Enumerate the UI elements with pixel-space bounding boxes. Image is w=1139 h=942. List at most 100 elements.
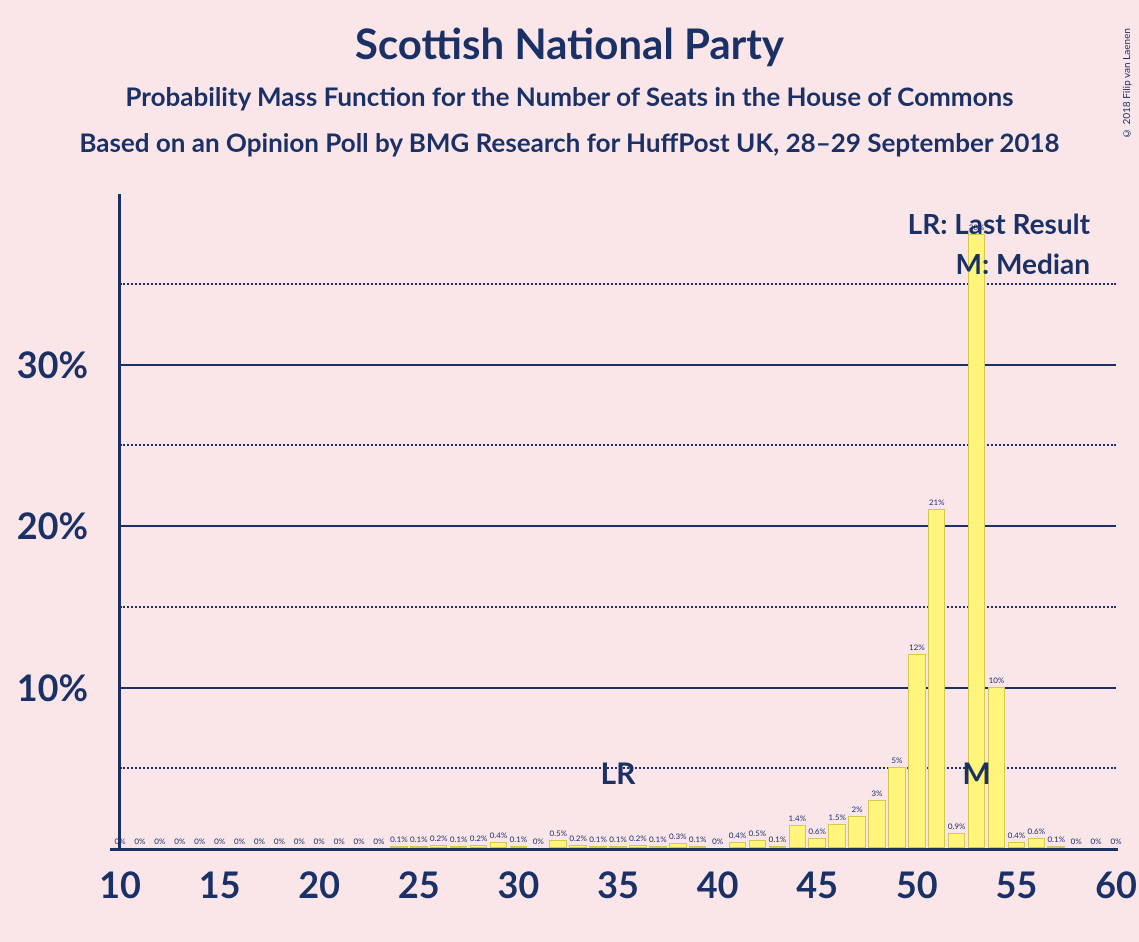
bar	[549, 840, 567, 848]
bar-value-label: 21%	[929, 497, 945, 507]
bar-value-label: 0%	[254, 836, 265, 846]
gridline-major	[120, 364, 1116, 366]
bar	[1008, 842, 1026, 848]
x-tick-label: 55	[996, 862, 1038, 906]
bar-value-label: 0.3%	[669, 831, 687, 841]
bar-value-label: 0.1%	[649, 834, 667, 844]
bar-value-label: 0%	[1071, 836, 1082, 846]
x-tick-label: 50	[896, 862, 938, 906]
bar-value-label: 0.1%	[769, 834, 787, 844]
bar	[828, 824, 846, 848]
bar	[769, 846, 787, 848]
bar-value-label: 0%	[194, 836, 205, 846]
bar-value-label: 0%	[314, 836, 325, 846]
bar-value-label: 0%	[214, 836, 225, 846]
bar-value-label: 0%	[134, 836, 145, 846]
bar-value-label: 0.2%	[629, 833, 647, 843]
y-axis-line	[118, 194, 121, 848]
bar	[450, 846, 468, 848]
bar	[649, 846, 667, 848]
x-tick-label: 15	[199, 862, 241, 906]
bar-value-label: 0%	[274, 836, 285, 846]
gridline-minor	[120, 283, 1116, 285]
bar	[490, 842, 508, 848]
y-tick-label: 20%	[0, 503, 88, 547]
bar-value-label: 0.1%	[410, 834, 428, 844]
bar	[948, 833, 966, 848]
chart-subtitle-1: Probability Mass Function for the Number…	[0, 80, 1139, 112]
bar-value-label: 0%	[154, 836, 165, 846]
bar-value-label: 5%	[891, 755, 902, 765]
chart-title: Scottish National Party	[0, 18, 1139, 68]
bar-value-label: 0%	[334, 836, 345, 846]
bar-value-label: 0.5%	[749, 828, 767, 838]
bar-value-label: 0%	[373, 836, 384, 846]
bar	[430, 845, 448, 848]
marker-m: M	[962, 755, 990, 791]
bar-value-label: 0%	[712, 836, 723, 846]
bar-value-label: 0%	[1091, 836, 1102, 846]
bar	[589, 846, 607, 848]
bar-value-label: 0.1%	[1047, 834, 1065, 844]
bar	[689, 846, 707, 848]
bar	[410, 846, 428, 848]
gridline-major	[120, 687, 1116, 689]
bar-value-label: 3%	[871, 788, 882, 798]
bar-value-label: 0.2%	[430, 833, 448, 843]
bar	[569, 845, 587, 848]
legend-last-result: LR: Last Result	[908, 206, 1090, 240]
bar-value-label: 0%	[354, 836, 365, 846]
gridline-minor	[120, 444, 1116, 446]
bar-value-label: 0.6%	[808, 826, 826, 836]
bar-value-label: 0.6%	[1028, 826, 1046, 836]
bar-value-label: 0%	[114, 836, 125, 846]
bar-value-label: 0.4%	[1008, 830, 1026, 840]
bar	[1047, 846, 1065, 848]
x-tick-label: 10	[99, 862, 141, 906]
x-axis-line	[110, 848, 1118, 851]
bar	[729, 842, 747, 848]
bar	[808, 838, 826, 848]
chart-plot-area: 0%0%0%0%0%0%0%0%0%0%0%0%0%0%0.1%0.1%0.2%…	[118, 202, 1118, 850]
bar-value-label: 2%	[852, 804, 863, 814]
bar-value-label: 0.4%	[490, 830, 508, 840]
y-tick-label: 30%	[0, 342, 88, 386]
bar-value-label: 0.1%	[510, 834, 528, 844]
bar-value-label: 0.2%	[470, 833, 488, 843]
x-tick-label: 20	[298, 862, 340, 906]
bar	[749, 840, 767, 848]
gridline-minor	[120, 606, 1116, 608]
x-tick-label: 35	[597, 862, 639, 906]
bar	[1028, 838, 1046, 848]
copyright-text: © 2018 Filip van Laenen	[1121, 28, 1133, 139]
bar	[848, 816, 866, 848]
bar	[390, 846, 408, 848]
bar	[669, 843, 687, 848]
bar	[609, 846, 627, 848]
bar	[629, 845, 647, 848]
bar-value-label: 0.1%	[609, 834, 627, 844]
bar-value-label: 0.5%	[549, 828, 567, 838]
x-tick-label: 30	[498, 862, 540, 906]
marker-lr: LR	[601, 755, 636, 791]
y-tick-label: 10%	[0, 665, 88, 709]
bar-value-label: 0.1%	[390, 834, 408, 844]
x-tick-label: 40	[697, 862, 739, 906]
bar-value-label: 0%	[533, 836, 544, 846]
bar	[510, 846, 528, 848]
bar-value-label: 0.2%	[569, 833, 587, 843]
bar-value-label: 0.1%	[589, 834, 607, 844]
bar	[888, 767, 906, 848]
chart-subtitle-2: Based on an Opinion Poll by BMG Research…	[0, 126, 1139, 158]
bar-value-label: 0%	[234, 836, 245, 846]
bar-value-label: 0.9%	[948, 821, 966, 831]
x-tick-label: 25	[398, 862, 440, 906]
gridline-major	[120, 525, 1116, 527]
x-tick-label: 45	[796, 862, 838, 906]
bar-value-label: 0%	[174, 836, 185, 846]
bar	[470, 845, 488, 848]
bar	[789, 825, 807, 848]
bar-value-label: 0.4%	[729, 830, 747, 840]
legend-median: M: Median	[956, 246, 1090, 280]
bar	[868, 800, 886, 848]
